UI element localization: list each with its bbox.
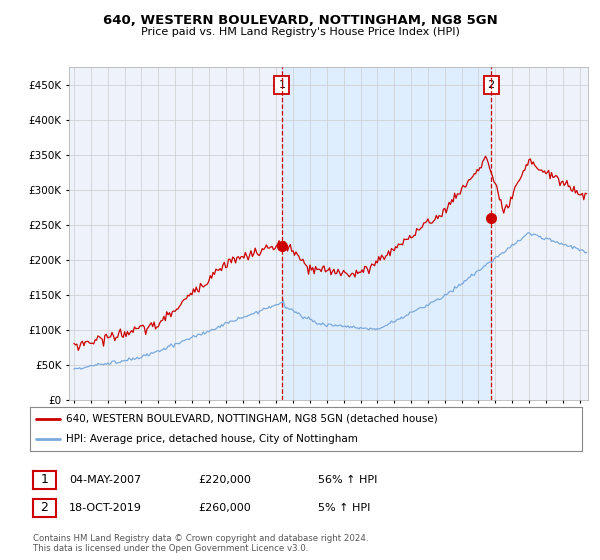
Text: 1: 1 (40, 473, 49, 487)
Text: £260,000: £260,000 (198, 503, 251, 513)
Text: 56% ↑ HPI: 56% ↑ HPI (318, 475, 377, 485)
Text: £220,000: £220,000 (198, 475, 251, 485)
Text: 640, WESTERN BOULEVARD, NOTTINGHAM, NG8 5GN (detached house): 640, WESTERN BOULEVARD, NOTTINGHAM, NG8 … (66, 414, 437, 424)
Text: 2: 2 (40, 501, 49, 515)
Text: Price paid vs. HM Land Registry's House Price Index (HPI): Price paid vs. HM Land Registry's House … (140, 27, 460, 37)
Text: Contains HM Land Registry data © Crown copyright and database right 2024.
This d: Contains HM Land Registry data © Crown c… (33, 534, 368, 553)
Text: 640, WESTERN BOULEVARD, NOTTINGHAM, NG8 5GN: 640, WESTERN BOULEVARD, NOTTINGHAM, NG8 … (103, 14, 497, 27)
Text: 5% ↑ HPI: 5% ↑ HPI (318, 503, 370, 513)
Text: 18-OCT-2019: 18-OCT-2019 (69, 503, 142, 513)
Bar (282, 67, 491, 400)
Text: 1: 1 (278, 80, 286, 90)
Text: HPI: Average price, detached house, City of Nottingham: HPI: Average price, detached house, City… (66, 434, 358, 444)
Text: 2: 2 (488, 80, 494, 90)
Text: 04-MAY-2007: 04-MAY-2007 (69, 475, 141, 485)
